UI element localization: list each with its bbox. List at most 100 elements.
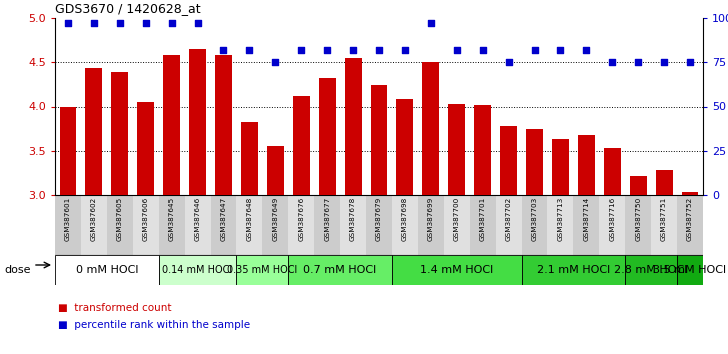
Bar	[651, 195, 677, 255]
Bar	[55, 195, 81, 255]
Point	[140, 21, 151, 26]
Point	[606, 59, 618, 65]
Text: GSM387678: GSM387678	[350, 197, 356, 241]
Text: 0.7 mM HOCl: 0.7 mM HOCl	[304, 265, 377, 275]
Text: GSM387751: GSM387751	[661, 197, 667, 241]
Point	[580, 47, 592, 53]
Text: GSM387646: GSM387646	[194, 197, 200, 241]
Text: ■  percentile rank within the sample: ■ percentile rank within the sample	[58, 320, 250, 330]
Bar	[55, 255, 159, 285]
Bar	[547, 195, 574, 255]
Text: GSM387713: GSM387713	[558, 197, 563, 241]
Bar	[470, 195, 496, 255]
Bar	[344, 58, 362, 195]
Text: GSM387676: GSM387676	[298, 197, 304, 241]
Bar	[267, 146, 284, 195]
Text: 0.35 mM HOCl: 0.35 mM HOCl	[227, 265, 298, 275]
Text: GSM387677: GSM387677	[324, 197, 331, 241]
Bar	[422, 62, 439, 195]
Bar	[656, 170, 673, 195]
Point	[451, 47, 462, 53]
Point	[321, 47, 333, 53]
Bar	[625, 255, 677, 285]
Bar	[159, 255, 237, 285]
Point	[555, 47, 566, 53]
Bar	[521, 255, 625, 285]
Bar	[81, 195, 107, 255]
Point	[373, 47, 385, 53]
Text: 0.14 mM HOCl: 0.14 mM HOCl	[162, 265, 233, 275]
Point	[269, 59, 281, 65]
Bar	[681, 192, 698, 195]
Text: GSM387606: GSM387606	[143, 197, 149, 241]
Bar	[578, 135, 595, 195]
Bar	[677, 195, 703, 255]
Bar	[60, 107, 76, 195]
Text: GSM387649: GSM387649	[272, 197, 278, 241]
Point	[425, 21, 437, 26]
Point	[244, 47, 256, 53]
Bar	[448, 104, 465, 195]
Bar	[288, 195, 314, 255]
Text: GSM387648: GSM387648	[246, 197, 253, 241]
Bar	[293, 96, 309, 195]
Bar	[366, 195, 392, 255]
Point	[503, 59, 515, 65]
Point	[88, 21, 100, 26]
Bar	[552, 139, 569, 195]
Point	[477, 47, 488, 53]
Bar	[185, 195, 210, 255]
Point	[529, 47, 540, 53]
Point	[166, 21, 178, 26]
Bar	[630, 176, 646, 195]
Point	[62, 21, 74, 26]
Bar	[474, 105, 491, 195]
Bar	[625, 195, 651, 255]
Bar	[215, 55, 232, 195]
Bar	[599, 195, 625, 255]
Bar	[500, 126, 517, 195]
Bar	[392, 195, 418, 255]
Text: GSM387702: GSM387702	[506, 197, 512, 241]
Point	[347, 47, 359, 53]
Text: 1.4 mM HOCl: 1.4 mM HOCl	[420, 265, 494, 275]
Bar	[319, 78, 336, 195]
Text: GSM387750: GSM387750	[636, 197, 641, 241]
Point	[296, 47, 307, 53]
Text: GSM387701: GSM387701	[480, 197, 486, 241]
Bar	[574, 195, 599, 255]
Text: GSM387716: GSM387716	[609, 197, 615, 241]
Text: GSM387679: GSM387679	[376, 197, 382, 241]
Point	[218, 47, 229, 53]
Bar	[132, 195, 159, 255]
Bar	[85, 68, 103, 195]
Bar	[496, 195, 521, 255]
Text: GSM387602: GSM387602	[91, 197, 97, 241]
Bar	[237, 195, 262, 255]
Text: GSM387752: GSM387752	[687, 197, 693, 241]
Bar	[392, 255, 521, 285]
Bar	[418, 195, 444, 255]
Text: GSM387698: GSM387698	[402, 197, 408, 241]
Bar	[210, 195, 237, 255]
Text: GSM387699: GSM387699	[428, 197, 434, 241]
Bar	[314, 195, 340, 255]
Bar	[107, 195, 132, 255]
Bar	[371, 85, 387, 195]
Bar	[604, 148, 621, 195]
Point	[399, 47, 411, 53]
Bar	[444, 195, 470, 255]
Text: GDS3670 / 1420628_at: GDS3670 / 1420628_at	[55, 2, 201, 16]
Text: GSM387601: GSM387601	[65, 197, 71, 241]
Point	[114, 21, 126, 26]
Point	[191, 21, 203, 26]
Bar	[677, 255, 703, 285]
Bar	[288, 255, 392, 285]
Text: 3.5 mM HOCl: 3.5 mM HOCl	[654, 265, 727, 275]
Text: GSM387703: GSM387703	[531, 197, 537, 241]
Text: GSM387605: GSM387605	[116, 197, 123, 241]
Text: GSM387645: GSM387645	[169, 197, 175, 241]
Text: ■  transformed count: ■ transformed count	[58, 303, 172, 313]
Bar	[189, 49, 206, 195]
Point	[633, 59, 644, 65]
